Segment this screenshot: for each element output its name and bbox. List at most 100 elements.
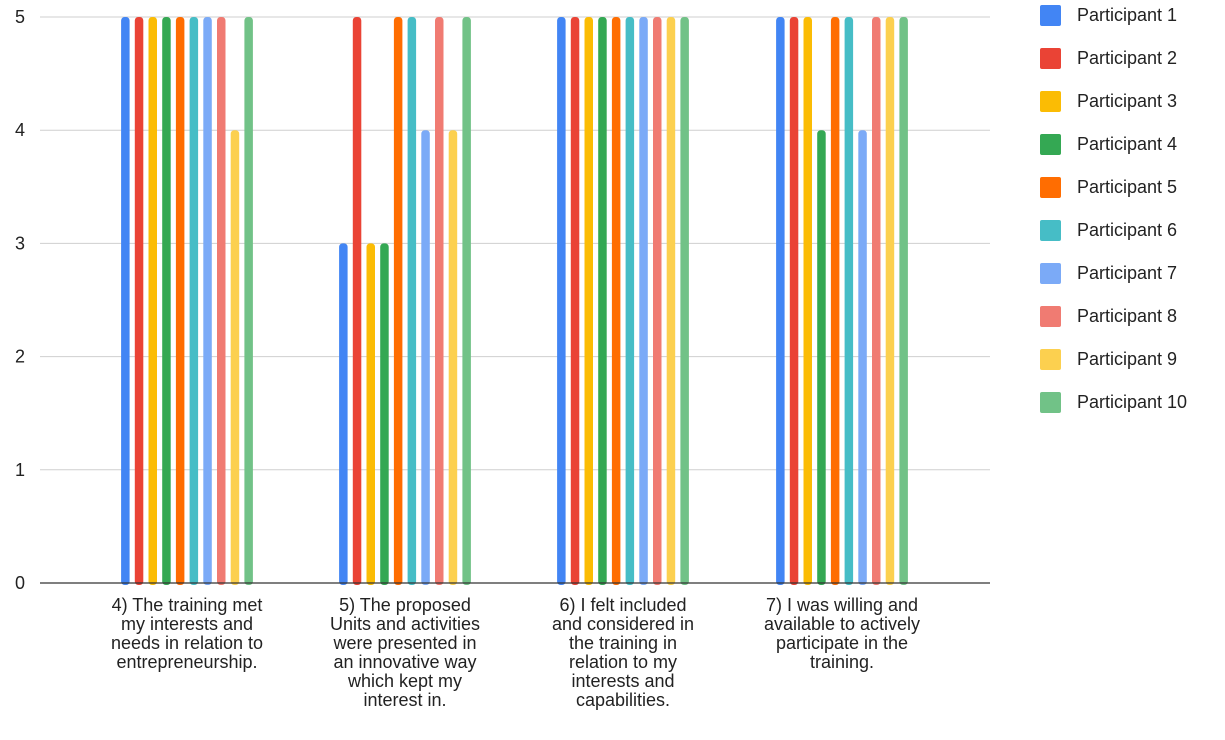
bar-1-participant-1 xyxy=(121,17,130,585)
legend-swatch xyxy=(1040,90,1061,112)
bar-3-participant-6 xyxy=(625,17,635,585)
y-tick-label: 1 xyxy=(15,460,25,480)
x-category-label: 7) I was willing and available to activel… xyxy=(742,596,942,672)
legend-swatch xyxy=(1040,176,1061,198)
y-axis-ticks: 0 1 2 3 4 5 xyxy=(15,7,25,593)
legend-swatch xyxy=(1040,133,1061,155)
y-tick-label: 2 xyxy=(15,347,25,367)
bar-4-participant-3 xyxy=(803,17,812,585)
legend-item: Participant 5 xyxy=(1040,175,1177,199)
bar-1-participant-8 xyxy=(217,17,226,585)
bar-2-participant-7 xyxy=(421,130,430,585)
bar-1-participant-5 xyxy=(175,17,185,585)
x-category-label-line: needs in relation to xyxy=(110,633,264,653)
bar-1-participant-4 xyxy=(162,17,171,585)
legend-item: Participant 4 xyxy=(1040,132,1177,156)
x-category-label: 6) I felt included and considered in the t… xyxy=(523,596,723,710)
bar-3-participant-9 xyxy=(666,17,676,585)
x-category-label-line: 4) The training met xyxy=(111,595,263,615)
bar-4-participant-4 xyxy=(817,130,826,585)
bar-2-participant-1 xyxy=(339,243,348,585)
legend-label: Participant 1 xyxy=(1077,4,1178,25)
x-category-label-line: 6) I felt included xyxy=(559,595,687,615)
x-category-label-line: interests and xyxy=(571,671,675,691)
bar-2-participant-8 xyxy=(435,17,444,585)
x-category-label-line: interest in. xyxy=(363,690,447,710)
x-category-label-line: an innovative way xyxy=(333,652,477,672)
x-category-label-line: my interests and xyxy=(120,614,254,634)
bar-3-participant-8 xyxy=(653,17,662,585)
bar-4-participant-10 xyxy=(899,17,908,585)
bar-2-participant-4 xyxy=(380,243,389,585)
legend-label: Participant 6 xyxy=(1077,219,1178,240)
bar-2-participant-9 xyxy=(448,130,458,585)
bar-3-participant-7 xyxy=(639,17,648,585)
x-category-label-line: training. xyxy=(809,652,875,672)
legend-swatch xyxy=(1040,262,1061,284)
legend-item: Participant 10 xyxy=(1040,390,1187,414)
x-category-label-line: capabilities. xyxy=(575,690,671,710)
legend-label: Participant 7 xyxy=(1077,262,1178,283)
legend-swatch xyxy=(1040,391,1061,413)
legend-swatch xyxy=(1040,219,1061,241)
x-category-label-line: available to actively xyxy=(763,614,921,634)
bar-2-participant-5 xyxy=(393,17,403,585)
bar-3-participant-1 xyxy=(557,17,566,585)
legend-label: Participant 9 xyxy=(1077,348,1178,369)
legend-item: Participant 8 xyxy=(1040,304,1177,328)
x-category-label-line: the training in xyxy=(568,633,678,653)
bar-2-participant-3 xyxy=(366,243,375,585)
bar-4-participant-9 xyxy=(885,17,895,585)
x-category-label-line: participate in the xyxy=(775,633,909,653)
bar-3-participant-4 xyxy=(598,17,607,585)
bar-1-participant-6 xyxy=(189,17,199,585)
bar-4-participant-5 xyxy=(830,17,840,585)
bar-4-participant-8 xyxy=(872,17,881,585)
bar-1-participant-7 xyxy=(203,17,212,585)
bar-1-participant-2 xyxy=(134,17,144,585)
legend-item: Participant 2 xyxy=(1040,46,1177,70)
legend-label: Participant 4 xyxy=(1077,133,1178,154)
legend-swatch xyxy=(1040,4,1061,26)
bar-3-participant-5 xyxy=(611,17,621,585)
x-category-label-line: which kept my xyxy=(347,671,463,691)
x-category-label-line: entrepreneurship. xyxy=(116,652,258,672)
legend-label: Participant 2 xyxy=(1077,47,1178,68)
bar-3-participant-3 xyxy=(584,17,593,585)
legend-item: Participant 9 xyxy=(1040,347,1177,371)
bar-3-participant-2 xyxy=(570,17,580,585)
legend-item: Participant 3 xyxy=(1040,89,1177,113)
legend-item: Participant 6 xyxy=(1040,218,1177,242)
bar-2-participant-6 xyxy=(407,17,417,585)
bar-4-participant-6 xyxy=(844,17,854,585)
legend-swatch xyxy=(1040,47,1061,69)
legend-label: Participant 3 xyxy=(1077,90,1178,111)
legend-label: Participant 8 xyxy=(1077,305,1178,326)
y-tick-label: 0 xyxy=(15,573,25,593)
x-category-label: 5) The proposed Units and activities were … xyxy=(305,596,505,710)
legend-label: Participant 10 xyxy=(1077,391,1188,412)
legend-item: Participant 7 xyxy=(1040,261,1177,285)
x-category-label-line: were presented in xyxy=(333,633,477,653)
bar-3-participant-10 xyxy=(680,17,689,585)
bar-1-participant-9 xyxy=(230,130,240,585)
bar-2-participant-2 xyxy=(352,17,362,585)
y-tick-label: 3 xyxy=(15,233,25,253)
x-category-label-line: 5) The proposed xyxy=(339,595,471,615)
bar-4-participant-2 xyxy=(789,17,799,585)
legend-label: Participant 5 xyxy=(1077,176,1178,197)
x-category-label-line: relation to my xyxy=(568,652,678,672)
x-category-label-line: 7) I was willing and xyxy=(765,595,919,615)
y-tick-label: 4 xyxy=(15,120,25,140)
x-category-label-line: and considered in xyxy=(551,614,695,634)
y-tick-label: 5 xyxy=(15,7,25,27)
legend-swatch xyxy=(1040,305,1061,327)
bar-2-participant-10 xyxy=(462,17,471,585)
x-category-label: 4) The training met my interests and needs… xyxy=(87,596,287,672)
bar-4-participant-1 xyxy=(776,17,785,585)
bars xyxy=(121,17,908,585)
bar-4-participant-7 xyxy=(858,130,867,585)
bar-1-participant-3 xyxy=(148,17,157,585)
bar-1-participant-10 xyxy=(244,17,253,585)
